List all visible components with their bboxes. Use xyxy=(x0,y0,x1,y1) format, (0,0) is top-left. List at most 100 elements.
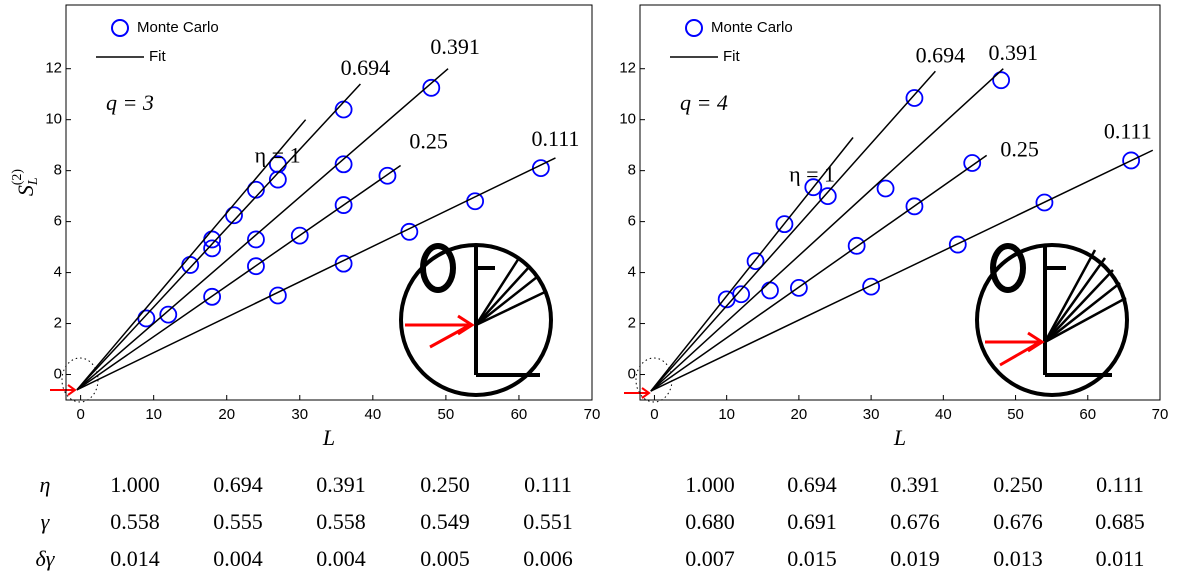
data-point xyxy=(334,196,353,214)
line-label: 0.25 xyxy=(1000,136,1039,161)
x-tick-label: 60 xyxy=(511,406,528,423)
x-tick-label: 10 xyxy=(718,406,735,423)
table-cell: 0.694 xyxy=(787,472,837,497)
legend-label: Monte Carlo xyxy=(137,19,219,36)
x-tick-label: 70 xyxy=(584,406,601,423)
line-label: 0.391 xyxy=(430,34,480,59)
y-tick-label: 10 xyxy=(619,111,636,128)
y-tick-label: 2 xyxy=(54,315,62,332)
x-axis-label: L xyxy=(893,425,906,450)
fit-line xyxy=(650,68,1004,392)
y-tick-label: 12 xyxy=(619,60,636,77)
x-tick-label: 60 xyxy=(1079,406,1096,423)
data-point xyxy=(247,257,265,276)
table-row-label: δγ xyxy=(36,546,56,571)
table-cell: 0.549 xyxy=(420,509,470,534)
table-cell: 0.680 xyxy=(685,509,735,534)
inset-diagram xyxy=(975,243,1129,397)
data-point xyxy=(862,277,881,296)
table-cell: 0.013 xyxy=(993,546,1043,571)
table-cell: 0.005 xyxy=(420,546,470,571)
table-cell: 0.004 xyxy=(213,546,263,571)
y-tick-label: 6 xyxy=(628,213,636,230)
data-point xyxy=(761,281,779,300)
y-tick-label: 0 xyxy=(628,365,636,382)
x-tick-label: 30 xyxy=(863,406,880,423)
line-label: η = 1 xyxy=(255,143,301,168)
data-point xyxy=(247,230,265,249)
y-tick-label: 12 xyxy=(45,60,62,77)
fit-line xyxy=(650,149,1154,392)
x-tick-label: 40 xyxy=(935,406,952,423)
x-axis-label: L xyxy=(322,425,335,450)
line-label: 0.111 xyxy=(532,126,580,151)
table-cell: 0.391 xyxy=(890,472,940,497)
annotation: q = 4 xyxy=(680,90,728,115)
table-cell: 1.000 xyxy=(110,472,160,497)
data-point xyxy=(466,192,485,211)
x-tick-label: 20 xyxy=(791,406,808,423)
x-tick-label: 50 xyxy=(1007,406,1024,423)
x-tick-label: 0 xyxy=(76,406,84,423)
plot-frame xyxy=(639,4,1161,401)
data-point xyxy=(963,154,982,172)
legend-label: Monte Carlo xyxy=(711,19,793,36)
y-tick-label: 6 xyxy=(54,213,62,230)
table-cell: 0.551 xyxy=(523,509,573,534)
data-point xyxy=(876,179,895,198)
table-cell: 0.019 xyxy=(890,546,940,571)
plot-frame xyxy=(65,4,593,401)
data-point xyxy=(225,206,243,225)
data-point xyxy=(334,100,353,119)
table-cell: 0.015 xyxy=(787,546,837,571)
y-axis-label-main: S xyxy=(13,185,38,196)
fit-line xyxy=(76,157,556,391)
y-axis-label-sup: (2) xyxy=(10,169,25,186)
data-point xyxy=(203,239,222,258)
table-cell: 0.014 xyxy=(110,546,160,571)
data-point xyxy=(290,226,309,245)
data-point xyxy=(804,178,823,197)
data-point xyxy=(1035,193,1054,212)
data-point xyxy=(847,236,866,255)
data-point xyxy=(905,197,924,216)
data-point xyxy=(818,187,837,206)
data-point xyxy=(268,170,287,189)
table-cell: 0.685 xyxy=(1095,509,1145,534)
table-cell: 0.391 xyxy=(316,472,366,497)
x-tick-label: 30 xyxy=(291,406,308,423)
y-tick-label: 8 xyxy=(54,162,62,179)
table-row-label: η xyxy=(40,472,51,497)
table-row-label: γ xyxy=(41,509,51,534)
y-tick-label: 8 xyxy=(628,162,636,179)
line-label: 0.694 xyxy=(341,55,391,80)
line-label: 0.391 xyxy=(989,40,1039,65)
table-cell: 0.676 xyxy=(993,509,1043,534)
table-cell: 0.004 xyxy=(316,546,366,571)
data-point xyxy=(948,235,967,254)
table-cell: 0.691 xyxy=(787,509,837,534)
fit-line xyxy=(76,68,449,391)
table-cell: 0.007 xyxy=(685,546,735,571)
line-label: 0.111 xyxy=(1104,118,1152,143)
line-label: 0.694 xyxy=(916,42,966,67)
data-point xyxy=(905,89,924,107)
x-tick-label: 40 xyxy=(364,406,381,423)
y-tick-label: 2 xyxy=(628,315,636,332)
line-label: 0.25 xyxy=(409,129,448,154)
table-cell: 0.111 xyxy=(1096,472,1144,497)
legend-marker xyxy=(111,19,129,37)
table-cell: 0.555 xyxy=(213,509,263,534)
data-point xyxy=(775,215,794,234)
data-point xyxy=(746,252,765,271)
fit-line xyxy=(650,137,854,392)
origin-marker xyxy=(50,357,673,403)
y-axis-label-sub: L xyxy=(26,177,41,186)
table-cell: 0.676 xyxy=(890,509,940,534)
table-cell: 0.694 xyxy=(213,472,263,497)
x-tick-label: 70 xyxy=(1152,406,1169,423)
data-point xyxy=(422,78,441,97)
legend-marker xyxy=(685,19,703,37)
fit-line xyxy=(650,154,988,392)
data-point xyxy=(334,155,353,174)
